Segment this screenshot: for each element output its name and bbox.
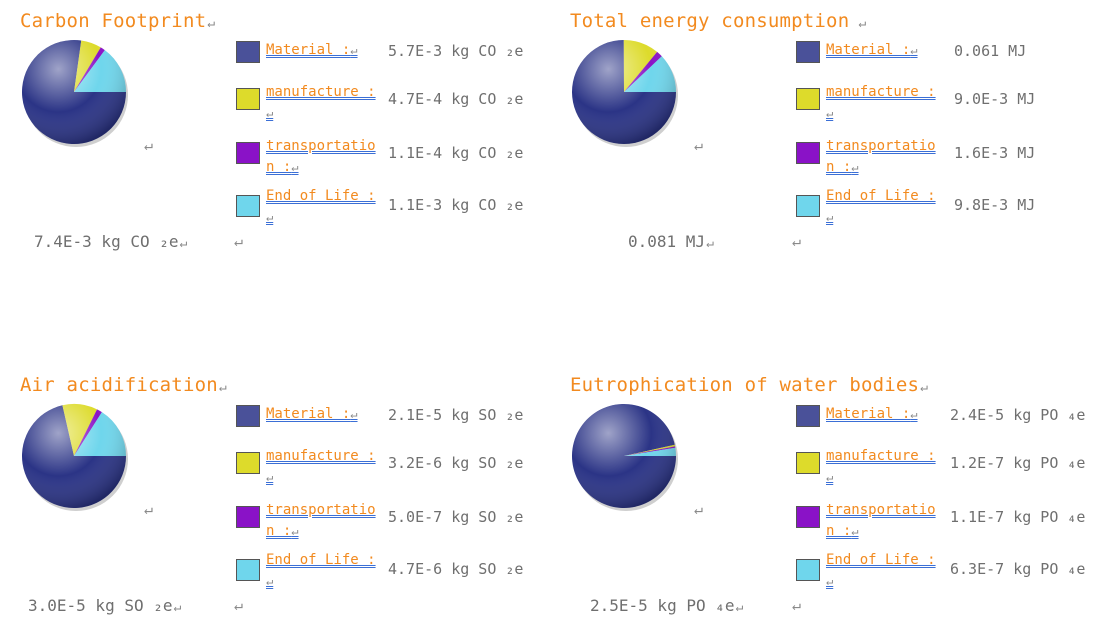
legend-value-transportation: 1.6E-3 MJ bbox=[954, 144, 1036, 162]
swatch-manufacture bbox=[796, 452, 820, 474]
legend-value-manufacture: 4.7E-4 kg CO ₂e bbox=[388, 90, 524, 108]
swatch-transportation bbox=[796, 506, 820, 528]
swatch-material bbox=[236, 405, 260, 427]
legend-label-material[interactable]: Material :↵ bbox=[266, 42, 358, 58]
total-value: 7.4E-3 kg CO ₂e↵ bbox=[34, 232, 188, 251]
legend-label-material[interactable]: Material :↵ bbox=[826, 42, 918, 58]
panel-title: Eutrophication of water bodies↵ bbox=[570, 374, 929, 396]
pie-gloss bbox=[22, 40, 126, 144]
swatch-manufacture bbox=[236, 88, 260, 110]
legend-row-material: Material :↵ 0.061 MJ bbox=[796, 40, 1106, 84]
legend-label-transportation[interactable]: transportation :↵ bbox=[826, 138, 936, 175]
legend-value-end-of-life: 9.8E-3 MJ bbox=[954, 196, 1036, 214]
pie-chart bbox=[572, 39, 678, 147]
swatch-material bbox=[796, 41, 820, 63]
total-value: 3.0E-5 kg SO ₂e↵ bbox=[28, 596, 182, 615]
paragraph-mark-icon: ↵ bbox=[144, 136, 154, 154]
swatch-end-of-life bbox=[236, 195, 260, 217]
legend-row-material: Material :↵ 2.1E-5 kg SO ₂e bbox=[236, 404, 556, 448]
panel-air-acidification: Air acidification↵ ↵ Material :↵ 2.1E-5 … bbox=[20, 374, 560, 624]
paragraph-mark-icon: ↵ bbox=[792, 232, 802, 250]
legend-row-manufacture: manufacture :↵ 1.2E-7 kg PO ₄e bbox=[796, 446, 1106, 490]
swatch-end-of-life bbox=[796, 195, 820, 217]
legend-row-end-of-life: End of Life :↵ 9.8E-3 MJ bbox=[796, 186, 1106, 230]
swatch-end-of-life bbox=[236, 559, 260, 581]
legend-row-end-of-life: End of Life :↵ 4.7E-6 kg SO ₂e bbox=[236, 550, 556, 594]
legend-value-manufacture: 9.0E-3 MJ bbox=[954, 90, 1036, 108]
legend-value-end-of-life: 1.1E-3 kg CO ₂e bbox=[388, 196, 524, 214]
legend-row-material: Material :↵ 2.4E-5 kg PO ₄e bbox=[796, 404, 1106, 448]
total-value: 0.081 MJ↵ bbox=[628, 232, 714, 251]
paragraph-mark-icon: ↵ bbox=[694, 136, 704, 154]
legend-label-transportation[interactable]: transportation :↵ bbox=[266, 138, 376, 175]
legend-value-material: 0.061 MJ bbox=[954, 42, 1027, 60]
legend-value-end-of-life: 4.7E-6 kg SO ₂e bbox=[388, 560, 524, 578]
legend-row-transportation: transportation :↵ 1.1E-4 kg CO ₂e bbox=[236, 136, 556, 180]
pie-chart bbox=[22, 403, 128, 511]
total-value: 2.5E-5 kg PO ₄e↵ bbox=[590, 596, 744, 615]
legend-label-transportation[interactable]: transportation :↵ bbox=[266, 502, 376, 539]
legend-value-transportation: 1.1E-7 kg PO ₄e bbox=[950, 508, 1086, 526]
paragraph-mark-icon: ↵ bbox=[234, 232, 244, 250]
legend-label-manufacture[interactable]: manufacture :↵ bbox=[826, 448, 936, 484]
pie-gloss bbox=[572, 404, 676, 508]
pie-gloss bbox=[22, 404, 126, 508]
legend-row-end-of-life: End of Life :↵ 6.3E-7 kg PO ₄e bbox=[796, 550, 1106, 594]
paragraph-mark-icon: ↵ bbox=[234, 596, 244, 614]
swatch-manufacture bbox=[236, 452, 260, 474]
swatch-transportation bbox=[236, 142, 260, 164]
pie-gloss bbox=[572, 40, 676, 144]
legend-label-end-of-life[interactable]: End of Life :↵ bbox=[826, 188, 936, 224]
legend-row-manufacture: manufacture :↵ 4.7E-4 kg CO ₂e bbox=[236, 82, 556, 126]
legend-label-material[interactable]: Material :↵ bbox=[266, 406, 358, 422]
panel-eutrophication: Eutrophication of water bodies↵ ↵ Materi… bbox=[570, 374, 1106, 624]
legend-label-material[interactable]: Material :↵ bbox=[826, 406, 918, 422]
paragraph-mark-icon: ↵ bbox=[792, 596, 802, 614]
legend-row-transportation: transportation :↵ 5.0E-7 kg SO ₂e bbox=[236, 500, 556, 544]
legend-label-manufacture[interactable]: manufacture :↵ bbox=[266, 448, 376, 484]
legend-value-end-of-life: 6.3E-7 kg PO ₄e bbox=[950, 560, 1086, 578]
panel-title: Air acidification↵ bbox=[20, 374, 227, 396]
legend-value-manufacture: 1.2E-7 kg PO ₄e bbox=[950, 454, 1086, 472]
swatch-transportation bbox=[796, 142, 820, 164]
legend-label-end-of-life[interactable]: End of Life :↵ bbox=[266, 188, 376, 224]
legend-label-manufacture[interactable]: manufacture :↵ bbox=[826, 84, 936, 120]
swatch-material bbox=[796, 405, 820, 427]
legend-value-transportation: 1.1E-4 kg CO ₂e bbox=[388, 144, 524, 162]
legend-row-transportation: transportation :↵ 1.6E-3 MJ bbox=[796, 136, 1106, 180]
paragraph-mark-icon: ↵ bbox=[694, 500, 704, 518]
legend-row-transportation: transportation :↵ 1.1E-7 kg PO ₄e bbox=[796, 500, 1106, 544]
legend-label-transportation[interactable]: transportation :↵ bbox=[826, 502, 936, 539]
pie-chart bbox=[572, 403, 678, 511]
legend-value-material: 2.1E-5 kg SO ₂e bbox=[388, 406, 524, 424]
legend-row-manufacture: manufacture :↵ 3.2E-6 kg SO ₂e bbox=[236, 446, 556, 490]
legend-value-material: 5.7E-3 kg CO ₂e bbox=[388, 42, 524, 60]
panel-carbon-footprint: Carbon Footprint↵ ↵ Material :↵ 5.7E-3 k… bbox=[20, 10, 560, 260]
panel-title: Carbon Footprint↵ bbox=[20, 10, 216, 32]
legend-value-material: 2.4E-5 kg PO ₄e bbox=[950, 406, 1086, 424]
panel-total-energy-consumption: Total energy consumption ↵ ↵ Material :↵… bbox=[570, 10, 1106, 260]
legend-row-end-of-life: End of Life :↵ 1.1E-3 kg CO ₂e bbox=[236, 186, 556, 230]
legend-label-end-of-life[interactable]: End of Life :↵ bbox=[266, 552, 376, 588]
swatch-manufacture bbox=[796, 88, 820, 110]
legend-label-end-of-life[interactable]: End of Life :↵ bbox=[826, 552, 936, 588]
swatch-material bbox=[236, 41, 260, 63]
legend-row-material: Material :↵ 5.7E-3 kg CO ₂e bbox=[236, 40, 556, 84]
legend-row-manufacture: manufacture :↵ 9.0E-3 MJ bbox=[796, 82, 1106, 126]
legend-value-manufacture: 3.2E-6 kg SO ₂e bbox=[388, 454, 524, 472]
legend-label-manufacture[interactable]: manufacture :↵ bbox=[266, 84, 376, 120]
legend-value-transportation: 5.0E-7 kg SO ₂e bbox=[388, 508, 524, 526]
swatch-transportation bbox=[236, 506, 260, 528]
pie-chart bbox=[22, 39, 128, 147]
paragraph-mark-icon: ↵ bbox=[144, 500, 154, 518]
panel-title: Total energy consumption ↵ bbox=[570, 10, 867, 32]
swatch-end-of-life bbox=[796, 559, 820, 581]
